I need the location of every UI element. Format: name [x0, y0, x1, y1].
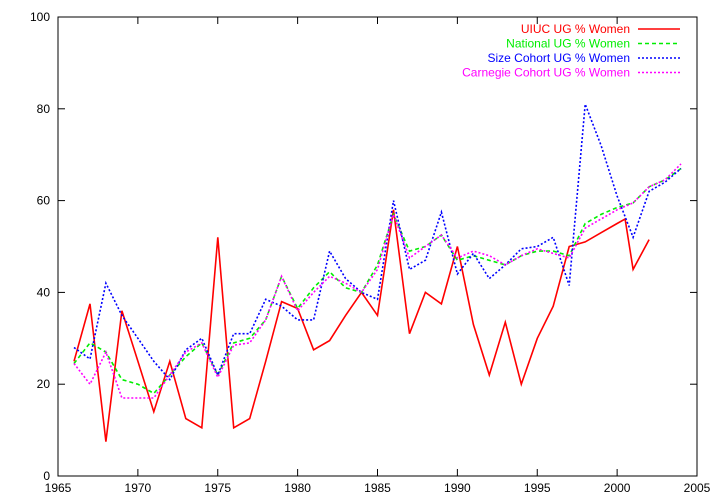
y-tick-label: 80	[37, 102, 51, 116]
x-tick-label: 1990	[444, 481, 471, 495]
x-tick-label: 1980	[284, 481, 311, 495]
y-tick-label: 0	[43, 469, 50, 483]
axis-ticks: 1965 1970 1975 1980 1985 1990 1995 2000 2005 0 20 4…	[30, 10, 711, 495]
y-tick-label: 60	[37, 194, 51, 208]
legend-label: National UG % Women	[506, 37, 630, 51]
series-line-1	[73, 209, 650, 442]
x-tick-label: 1975	[204, 481, 231, 495]
series-lines	[73, 103, 682, 442]
y-tick-label: 100	[30, 10, 50, 24]
y-tick-label: 20	[37, 377, 51, 391]
plot-frame	[57, 16, 698, 477]
series-line-4	[73, 163, 682, 399]
series-line-3	[73, 103, 682, 381]
legend-label: Carnegie Cohort UG % Women	[462, 66, 630, 80]
y-tick-label: 40	[37, 285, 51, 299]
x-tick-label: 1965	[45, 481, 72, 495]
x-tick-label: 1995	[524, 481, 551, 495]
x-tick-label: 1985	[364, 481, 391, 495]
series-line-2	[73, 167, 682, 395]
x-tick-label: 2005	[684, 481, 711, 495]
x-tick-label: 2000	[604, 481, 631, 495]
legend-label: Size Cohort UG % Women	[488, 51, 631, 65]
x-tick-label: 1970	[125, 481, 152, 495]
legend-label: UIUC UG % Women	[521, 22, 630, 36]
